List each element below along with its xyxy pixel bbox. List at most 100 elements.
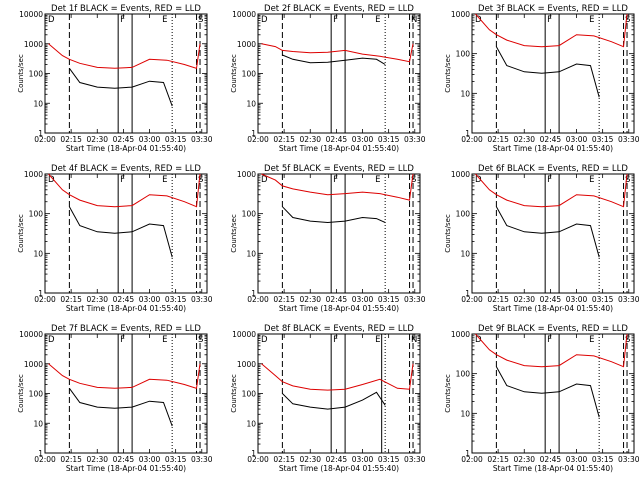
y-axis-label: Counts/sec <box>17 54 25 93</box>
x-tick-label: 02:45 <box>326 295 348 304</box>
y-tick-label: 10 <box>246 419 256 428</box>
y-tick-label: 10 <box>246 99 256 108</box>
x-tick-label: 03:00 <box>566 135 588 144</box>
y-tick-label: 100 <box>242 210 257 219</box>
x-tick-label: 03:30 <box>618 455 640 464</box>
marker-letter: F <box>120 15 125 25</box>
events-series-line <box>68 68 173 107</box>
x-tick-label: 03:15 <box>592 455 614 464</box>
y-tick-label: 100 <box>29 390 44 399</box>
marker-letter: N <box>411 15 417 25</box>
x-tick-label: 03:30 <box>404 455 426 464</box>
y-tick-label: 1 <box>38 129 43 138</box>
x-tick-label: 02:00 <box>247 135 269 144</box>
x-tick-label: 02:00 <box>461 455 483 464</box>
x-tick-label: 02:30 <box>299 135 321 144</box>
marker-letter: F <box>120 335 125 345</box>
x-tick-label: 02:15 <box>60 295 82 304</box>
marker-letter: D <box>48 15 55 25</box>
x-tick-label: 02:00 <box>34 295 56 304</box>
plot-frame <box>257 173 421 294</box>
y-tick-label: 10000 <box>232 10 256 19</box>
y-axis-label: Counts/sec <box>444 54 452 93</box>
x-tick-label: 03:15 <box>592 135 614 144</box>
y-tick-label: 1000 <box>24 360 43 369</box>
x-tick-label: 03:30 <box>618 135 640 144</box>
y-tick-label: 10 <box>460 89 470 98</box>
x-axis-label: Start Time (18-Apr-04 01:55:40) <box>66 144 186 153</box>
lld-series-line <box>475 333 628 368</box>
events-series-line <box>495 46 600 98</box>
x-axis-label: Start Time (18-Apr-04 01:55:40) <box>279 304 399 313</box>
y-tick-label: 1 <box>251 129 256 138</box>
x-axis-label: Start Time (18-Apr-04 01:55:40) <box>279 144 399 153</box>
y-tick-label: 1 <box>251 289 256 298</box>
marker-letter: D <box>48 335 55 345</box>
x-tick-label: 03:15 <box>165 295 187 304</box>
x-tick-label: 03:30 <box>404 135 426 144</box>
events-series-line <box>68 388 173 427</box>
x-tick-label: 02:30 <box>299 455 321 464</box>
marker-letter: E <box>589 175 594 185</box>
x-tick-label: 03:00 <box>566 295 588 304</box>
events-series-line <box>282 54 386 65</box>
marker-letter: S <box>625 335 630 345</box>
marker-letter: D <box>48 175 55 185</box>
plot-frame <box>471 173 635 294</box>
events-series-line <box>282 206 386 224</box>
x-axis-label: Start Time (18-Apr-04 01:55:40) <box>493 304 613 313</box>
events-series-line <box>282 391 386 410</box>
detector-panel: Det 8f BLACK = Events, RED = LLD 1 10 100 10… <box>230 324 426 473</box>
x-tick-label: 03:15 <box>165 135 187 144</box>
lld-series-line <box>261 173 414 201</box>
y-tick-label: 100 <box>456 370 471 379</box>
marker-letter: D <box>475 175 482 185</box>
marker-letter: E <box>589 335 594 345</box>
x-tick-label: 02:45 <box>113 135 135 144</box>
x-tick-label: 02:15 <box>487 455 509 464</box>
lld-series-line <box>475 13 628 48</box>
marker-letter: E <box>162 175 167 185</box>
marker-letter: D <box>261 335 268 345</box>
x-tick-label: 03:00 <box>352 295 374 304</box>
y-axis-label: Counts/sec <box>444 374 452 413</box>
panel-title: Det 9f BLACK = Events, RED = LLD <box>478 324 628 334</box>
marker-letter: E <box>162 15 167 25</box>
y-tick-label: 10 <box>460 409 470 418</box>
x-tick-label: 03:30 <box>191 295 213 304</box>
x-tick-label: 03:15 <box>592 295 614 304</box>
y-tick-label: 10000 <box>19 330 43 339</box>
x-tick-label: 02:30 <box>513 295 535 304</box>
y-tick-label: 1 <box>38 449 43 458</box>
y-axis-label: Counts/sec <box>230 54 238 93</box>
marker-letter: D <box>475 15 482 25</box>
x-tick-label: 02:15 <box>487 295 509 304</box>
panel-title: Det 2f BLACK = Events, RED = LLD <box>264 4 414 14</box>
plot-frame <box>471 13 635 134</box>
x-tick-label: 02:00 <box>247 455 269 464</box>
x-tick-label: 03:30 <box>191 455 213 464</box>
x-axis-label: Start Time (18-Apr-04 01:55:40) <box>493 464 613 473</box>
marker-letter: S <box>198 335 203 345</box>
x-tick-label: 02:45 <box>326 135 348 144</box>
y-tick-label: 1000 <box>237 360 256 369</box>
y-axis-label: Counts/sec <box>17 374 25 413</box>
lld-series-line <box>48 43 201 69</box>
x-tick-label: 03:15 <box>165 455 187 464</box>
lld-series-line <box>261 43 414 63</box>
x-tick-label: 02:15 <box>487 135 509 144</box>
detector-panel: Det 6f BLACK = Events, RED = LLD 1 10 100 10… <box>444 164 640 313</box>
y-axis-label: Counts/sec <box>230 374 238 413</box>
x-tick-label: 03:00 <box>139 455 161 464</box>
x-axis-label: Start Time (18-Apr-04 01:55:40) <box>66 464 186 473</box>
y-tick-label: 1 <box>465 449 470 458</box>
marker-letter: F <box>547 15 552 25</box>
x-tick-label: 03:00 <box>352 135 374 144</box>
x-tick-label: 03:00 <box>139 135 161 144</box>
y-tick-label: 10 <box>33 249 43 258</box>
marker-letter: F <box>333 15 338 25</box>
x-tick-label: 02:30 <box>86 455 108 464</box>
x-tick-label: 02:15 <box>273 135 295 144</box>
y-tick-label: 100 <box>29 70 44 79</box>
marker-letter: E <box>589 15 594 25</box>
